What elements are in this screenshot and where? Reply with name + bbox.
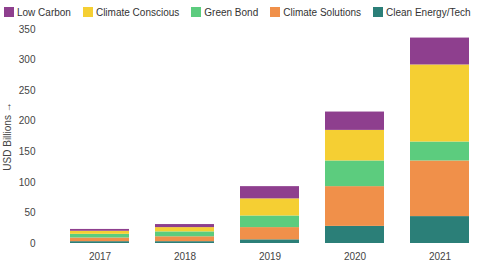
svg-text:150: 150: [19, 146, 36, 157]
svg-text:2018: 2018: [174, 251, 197, 262]
html-text:Climate Conscious: Climate Conscious: [95, 6, 180, 18]
html-text:Low Carbon: Low Carbon: [17, 6, 71, 18]
svg-text:250: 250: [19, 85, 36, 96]
html-text:Climate Solutions: Climate Solutions: [283, 6, 361, 18]
svg-text:200: 200: [19, 115, 36, 126]
svg-text:2017: 2017: [89, 251, 112, 262]
svg-text:2021: 2021: [429, 251, 452, 262]
html-text:Clean Energy/Tech: Clean Energy/Tech: [386, 6, 471, 18]
svg-text:2020: 2020: [344, 251, 367, 262]
svg-text:2019: 2019: [259, 251, 282, 262]
svg-text:0: 0: [30, 238, 36, 249]
svg-text:350: 350: [19, 24, 36, 35]
html-text:Green Bond: Green Bond: [204, 6, 259, 18]
svg-text:50: 50: [24, 207, 36, 218]
svg-text:300: 300: [19, 54, 36, 65]
svg-text:USD Billions →: USD Billions →: [2, 102, 13, 170]
svg-text:100: 100: [19, 177, 36, 188]
